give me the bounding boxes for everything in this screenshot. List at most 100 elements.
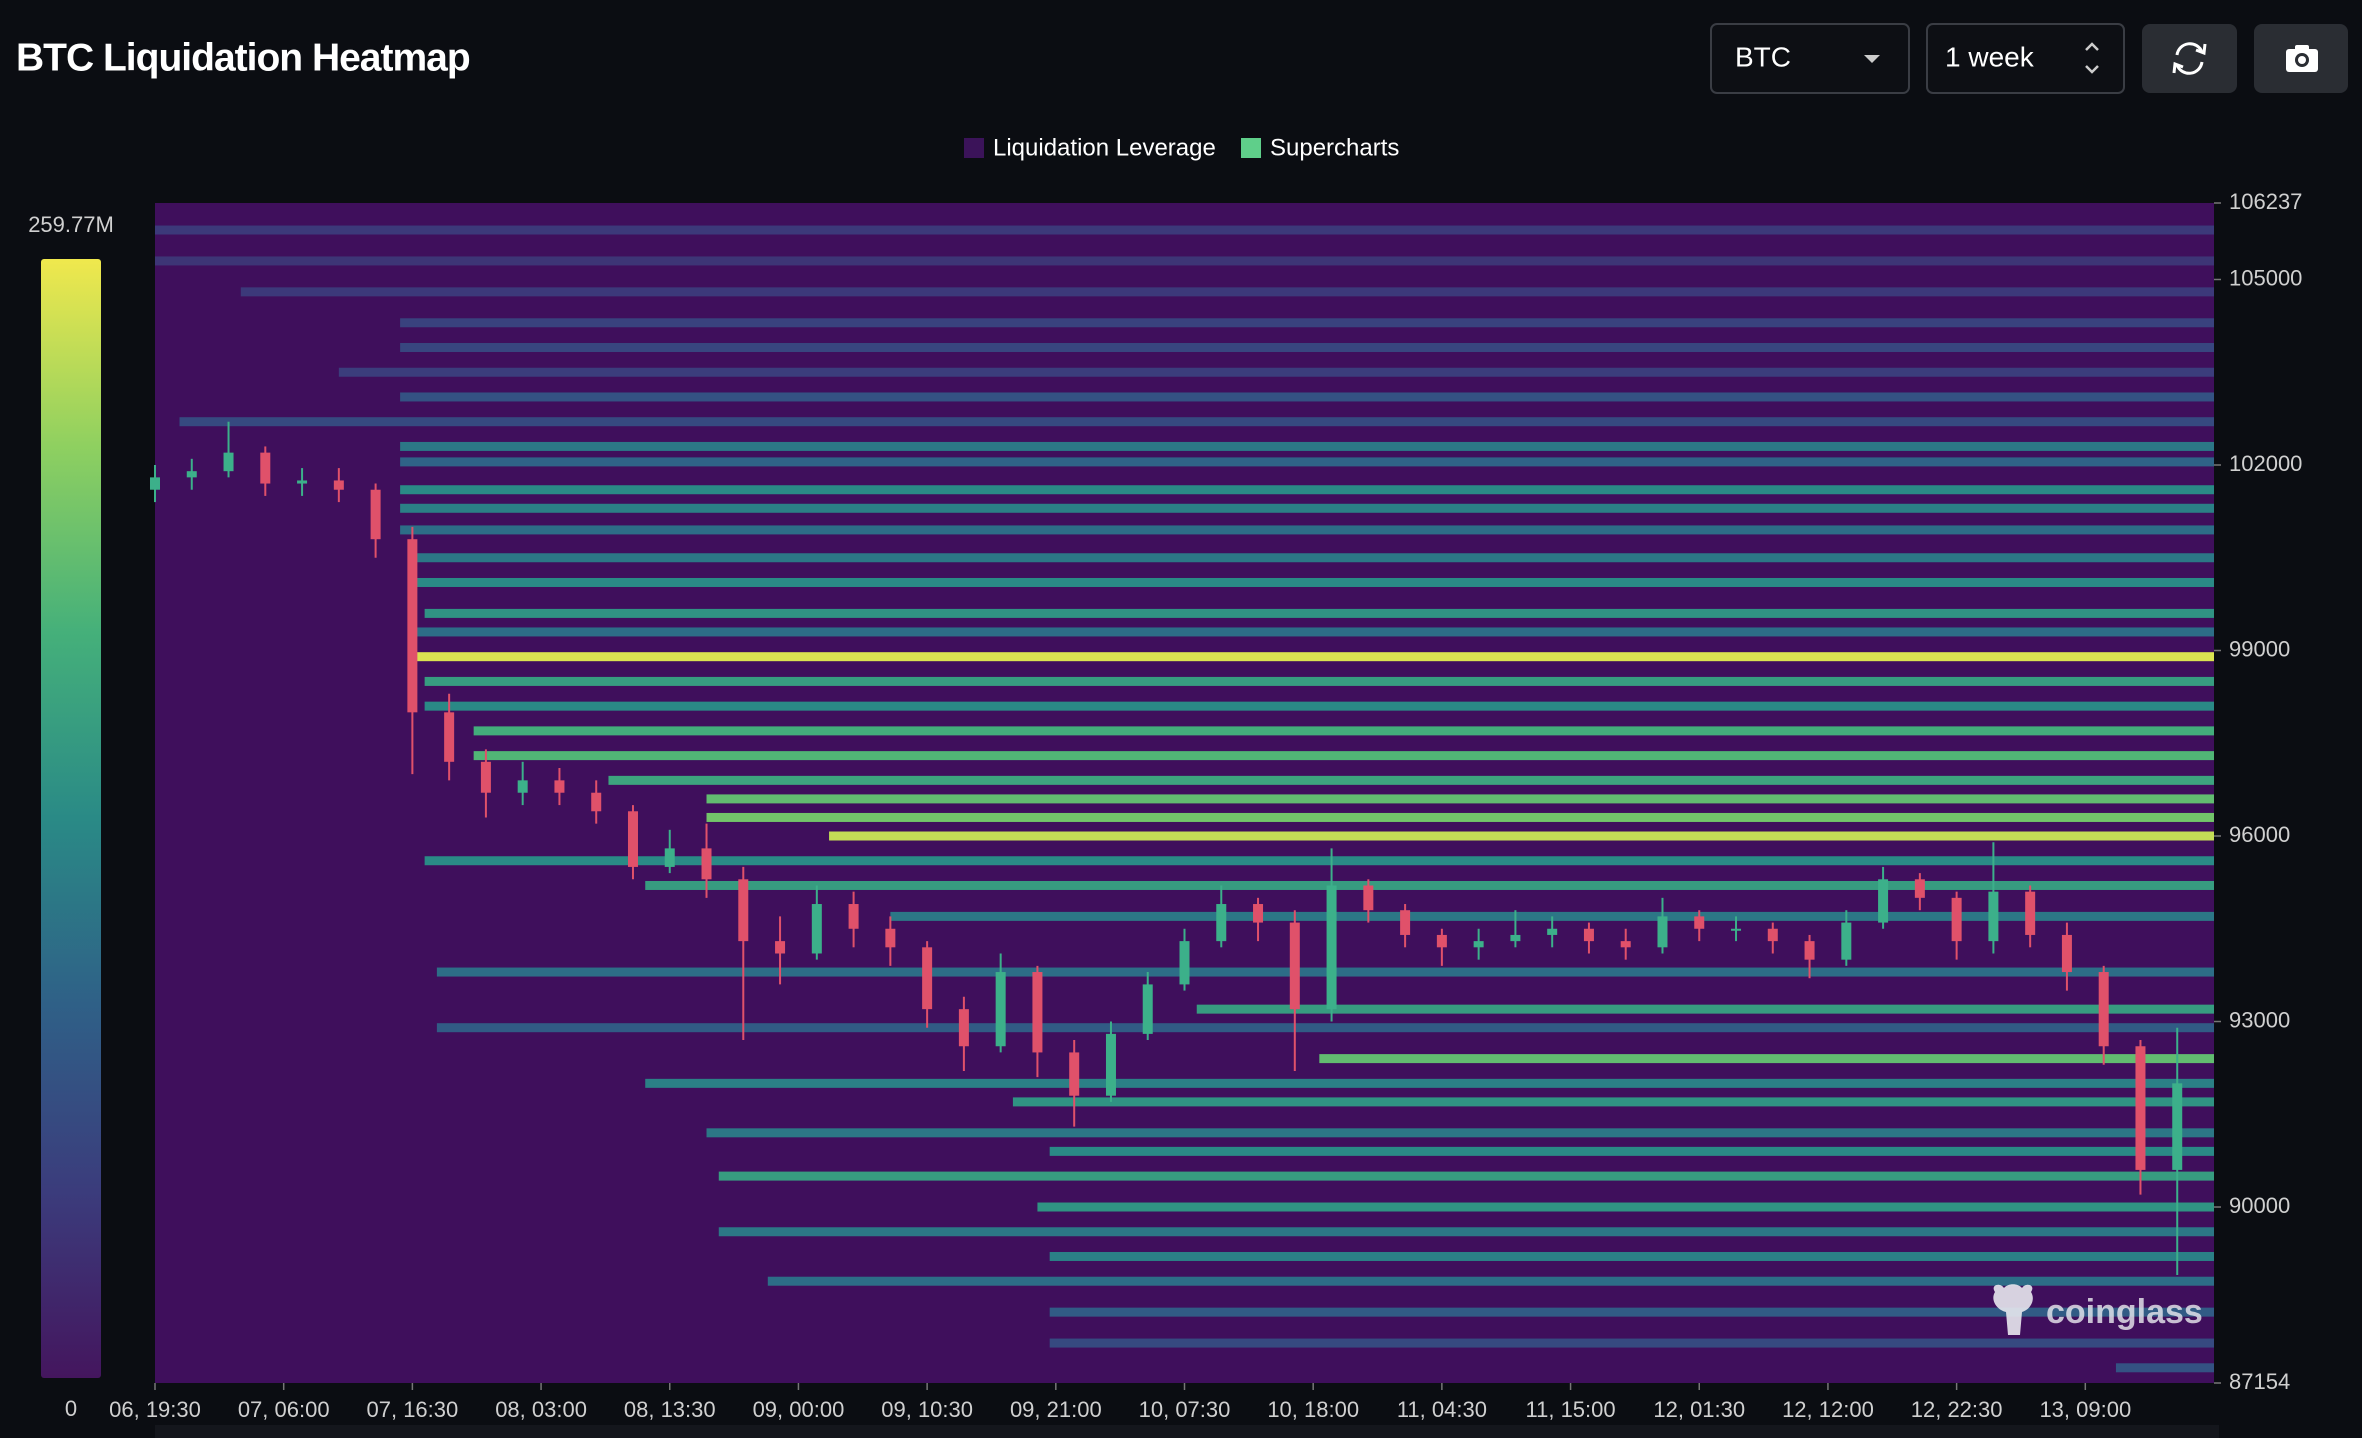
heat-band — [412, 652, 2214, 662]
legend-label: Supercharts — [1270, 134, 1399, 161]
colorbar-gradient — [41, 259, 101, 1378]
y-tick-label: 102000 — [2229, 451, 2302, 476]
candle-body — [958, 1009, 969, 1047]
symbol-select[interactable]: BTC — [1710, 23, 1910, 94]
y-tick-label: 105000 — [2229, 265, 2302, 290]
candle-body — [1179, 941, 1190, 985]
heat-band — [412, 553, 2214, 563]
candle-body — [995, 972, 1006, 1047]
heat-band — [424, 676, 2214, 686]
button[interactable] — [2142, 24, 2237, 93]
candle-body — [517, 780, 528, 793]
candle-body — [1547, 928, 1558, 935]
refresh-icon[interactable] — [2175, 42, 2204, 75]
heat-band — [473, 726, 2214, 736]
candle-body — [150, 477, 160, 490]
x-tick-label: 08, 13:30 — [624, 1397, 716, 1422]
candle-body — [1105, 1033, 1116, 1096]
candle-body — [811, 904, 822, 954]
candle-body — [223, 452, 234, 472]
y-tick-label: 90000 — [2229, 1193, 2290, 1218]
heat-band — [718, 1171, 2214, 1181]
range-select[interactable]: 1 week — [1926, 23, 2125, 94]
heat-band — [240, 287, 2215, 297]
heat-band — [155, 225, 2214, 235]
candle-body — [1253, 904, 1264, 923]
legend-swatch — [1241, 138, 1261, 158]
updown-icon[interactable] — [2085, 42, 2099, 74]
x-tick-label: 12, 12:00 — [1782, 1397, 1874, 1422]
candle-body — [701, 848, 712, 880]
heat-band — [400, 525, 2215, 535]
heat-band — [1049, 1146, 2214, 1156]
candle-body — [885, 928, 896, 948]
legend-swatch — [964, 138, 984, 158]
candle-body — [370, 489, 381, 540]
camera-lens-inner[interactable] — [2298, 56, 2306, 64]
x-tick-label: 12, 22:30 — [1911, 1397, 2003, 1422]
candle-body — [1731, 928, 1742, 931]
legend-label: Liquidation Leverage — [993, 134, 1216, 161]
candle-body — [1988, 891, 1999, 942]
x-tick-label: 09, 00:00 — [753, 1397, 845, 1422]
candle-body — [1142, 984, 1153, 1034]
candle-body — [1694, 916, 1705, 929]
heat-band — [400, 343, 2215, 353]
select-box[interactable] — [1926, 23, 2125, 94]
x-tick-label: 07, 16:30 — [367, 1397, 459, 1422]
heat-band — [155, 256, 2214, 266]
candle-body — [480, 761, 491, 793]
select-value[interactable]: BTC — [1735, 41, 1791, 72]
y-tick-label: 93000 — [2229, 1007, 2290, 1032]
colorbar-min-label: 0 — [65, 1396, 77, 1421]
candle-body — [333, 480, 344, 490]
x-tick-label: 08, 03:00 — [495, 1397, 587, 1422]
heat-band — [829, 831, 2214, 841]
caret-icon[interactable] — [1864, 55, 1880, 63]
heat-band — [473, 751, 2214, 761]
heat-band — [400, 485, 2215, 495]
x-tick-label: 13, 09:00 — [2039, 1397, 2131, 1422]
screenshot-button[interactable] — [2254, 24, 2348, 93]
candle-body — [1473, 941, 1484, 948]
heat-band — [400, 457, 2215, 467]
x-tick-label: 09, 21:00 — [1010, 1397, 1102, 1422]
x-tick-label: 11, 15:00 — [1526, 1397, 1616, 1422]
heat-band — [1049, 1338, 2214, 1348]
x-tick-label: 07, 06:00 — [238, 1397, 330, 1422]
candle-body — [444, 712, 455, 762]
candle-body — [1767, 928, 1778, 942]
candle-body — [1914, 879, 1925, 898]
heat-band — [412, 627, 2214, 637]
candle-body — [2172, 1083, 2183, 1170]
watermark-text: coinglass — [2046, 1293, 2203, 1331]
candle-body — [1069, 1052, 1080, 1096]
x-tick-label: 12, 01:30 — [1653, 1397, 1745, 1422]
heat-band — [706, 794, 2215, 804]
select-box[interactable] — [1710, 23, 1910, 94]
candle-body — [1841, 922, 1852, 960]
select-value[interactable]: 1 week — [1945, 41, 2035, 72]
candle-body — [554, 780, 565, 793]
heat-band — [1037, 1202, 2214, 1212]
refresh-button[interactable] — [2142, 24, 2237, 93]
candle-body — [1216, 904, 1227, 942]
candle-body — [2025, 891, 2036, 935]
refresh-arrows[interactable] — [2172, 43, 2207, 74]
watermark: coinglass — [1993, 1284, 2203, 1335]
heat-band — [424, 856, 2214, 866]
candle-body — [1878, 879, 1889, 923]
candle-body — [627, 811, 638, 867]
watermark-logo — [1993, 1284, 2033, 1335]
x-tick-label: 10, 18:00 — [1267, 1397, 1359, 1422]
candle-body — [1326, 885, 1337, 1010]
candle-body — [922, 947, 933, 1010]
heat-band — [608, 775, 2214, 785]
camera-icon-top[interactable] — [2295, 45, 2309, 51]
candle-body — [738, 879, 749, 942]
heat-band — [706, 812, 2215, 822]
x-tick-label: 09, 10:30 — [881, 1397, 973, 1422]
heat-band — [436, 1023, 2214, 1033]
heat-band — [1049, 1307, 2214, 1317]
